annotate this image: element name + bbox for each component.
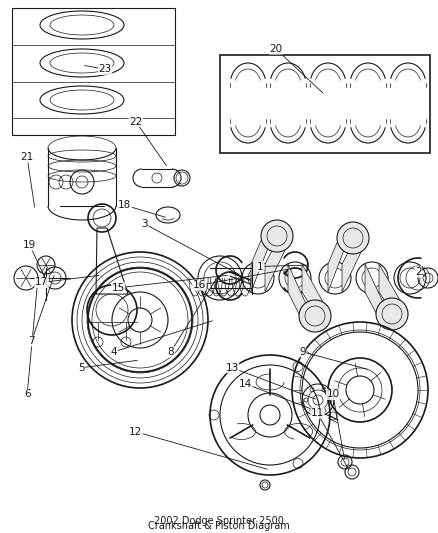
Text: 19: 19 (23, 240, 36, 250)
Text: 20: 20 (269, 44, 283, 54)
Text: 13: 13 (226, 363, 239, 373)
Text: 22: 22 (129, 117, 142, 126)
Bar (12, 8, 175, 135)
Text: 23: 23 (99, 64, 112, 74)
Polygon shape (342, 226, 362, 292)
Text: 9: 9 (299, 347, 306, 357)
Polygon shape (288, 264, 306, 328)
Polygon shape (328, 226, 344, 292)
Circle shape (261, 220, 293, 252)
Circle shape (299, 300, 331, 332)
Text: 21: 21 (21, 152, 34, 162)
Text: 18: 18 (118, 200, 131, 210)
Text: 3: 3 (141, 219, 148, 229)
Text: Crankshaft & Piston Diagram: Crankshaft & Piston Diagram (148, 521, 290, 531)
Circle shape (376, 298, 408, 330)
Text: 15: 15 (112, 283, 125, 293)
Text: 5: 5 (78, 363, 85, 373)
Text: 1: 1 (257, 262, 264, 271)
Text: 17: 17 (35, 278, 48, 287)
Polygon shape (302, 264, 324, 328)
Polygon shape (365, 264, 383, 326)
Polygon shape (265, 224, 286, 292)
Text: 2002 Dodge Sprinter 2500: 2002 Dodge Sprinter 2500 (154, 516, 284, 526)
Text: 6: 6 (24, 390, 31, 399)
Circle shape (337, 222, 369, 254)
Text: 11: 11 (311, 408, 324, 418)
Text: 4: 4 (110, 347, 117, 357)
Text: 10: 10 (326, 390, 339, 399)
Bar (220, 55, 430, 153)
Polygon shape (251, 224, 268, 292)
Text: 14: 14 (239, 379, 252, 389)
Text: 16: 16 (193, 280, 206, 290)
Text: 2: 2 (415, 267, 422, 277)
Text: 8: 8 (167, 347, 174, 357)
Polygon shape (379, 264, 401, 326)
Text: 7: 7 (28, 336, 35, 346)
Text: 12: 12 (129, 427, 142, 437)
